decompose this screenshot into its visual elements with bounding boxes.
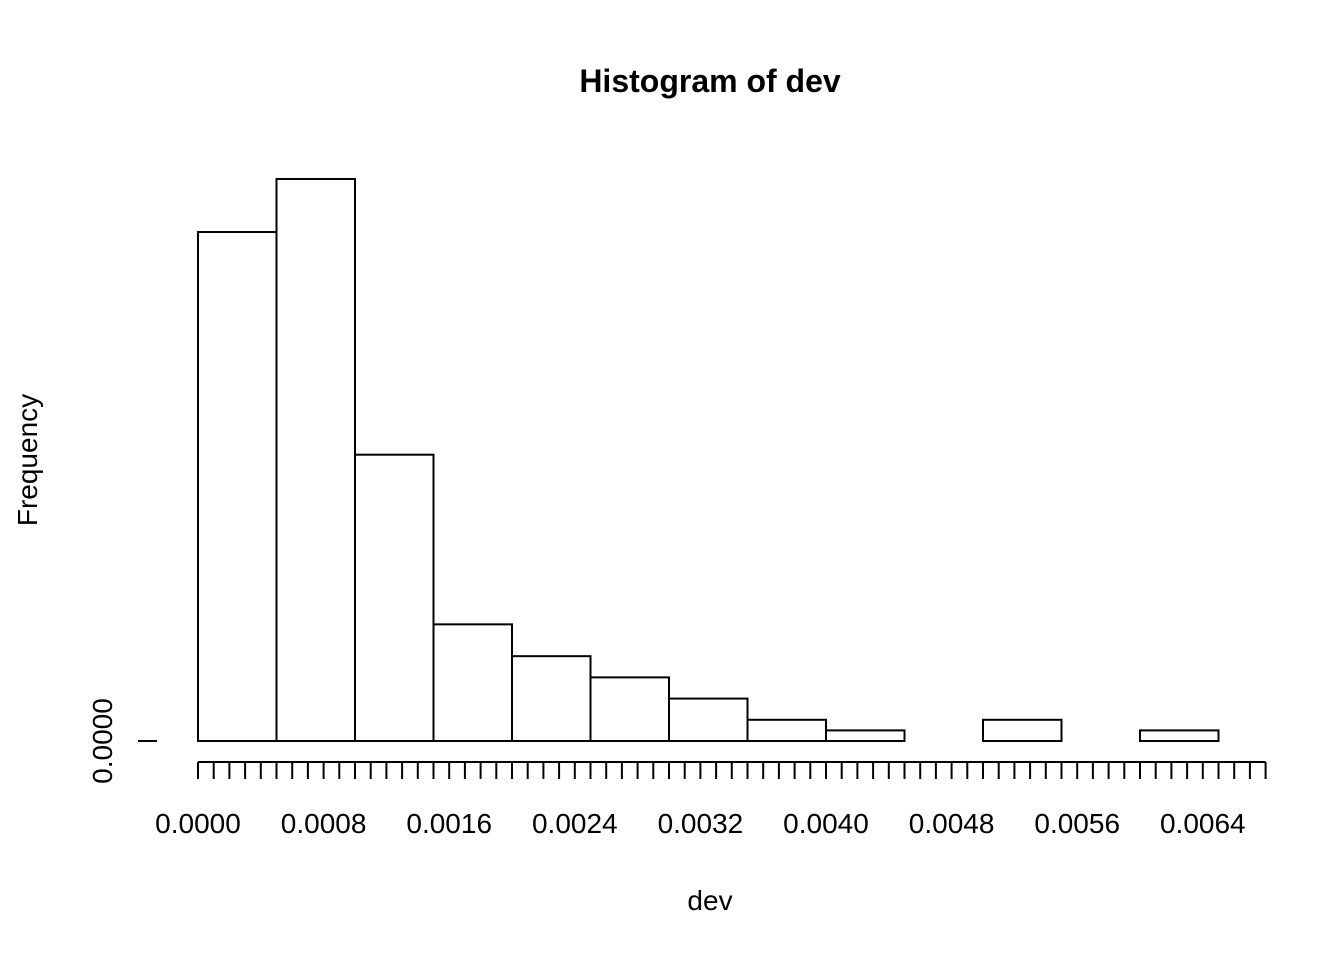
y-axis: 0.0000 — [87, 698, 157, 784]
x-tick-label: 0.0016 — [406, 808, 492, 839]
x-tick-label: 0.0064 — [1160, 808, 1246, 839]
x-tick-label: 0.0056 — [1034, 808, 1120, 839]
x-tick-label: 0.0024 — [532, 808, 618, 839]
x-tick-label: 0.0000 — [155, 808, 241, 839]
histogram-bar — [354, 453, 435, 742]
histogram-bar — [197, 231, 278, 743]
x-tick-label: 0.0008 — [281, 808, 367, 839]
bars-group — [197, 178, 1220, 743]
y-tick-label: 0.0000 — [87, 698, 118, 784]
histogram-bar — [432, 623, 513, 742]
histogram-bar — [668, 697, 749, 743]
histogram-bar — [746, 718, 827, 742]
histogram-bar — [511, 655, 592, 742]
x-axis: 0.0000 0.0008 0.0016 0.0024 0.0032 0.0040 0.00… — [155, 761, 1267, 839]
histogram-bar — [825, 729, 906, 743]
x-tick-label: 0.0040 — [783, 808, 869, 839]
histogram-bar — [1139, 729, 1220, 743]
histogram-bar — [589, 676, 670, 743]
y-axis-label: Frequency — [12, 394, 43, 526]
histogram-bar — [982, 718, 1063, 742]
histogram-bar — [275, 178, 356, 742]
x-tick-label: 0.0032 — [658, 808, 744, 839]
x-axis-label: dev — [687, 885, 732, 916]
x-tick-label: 0.0048 — [909, 808, 995, 839]
chart-title: Histogram of dev — [579, 63, 841, 99]
